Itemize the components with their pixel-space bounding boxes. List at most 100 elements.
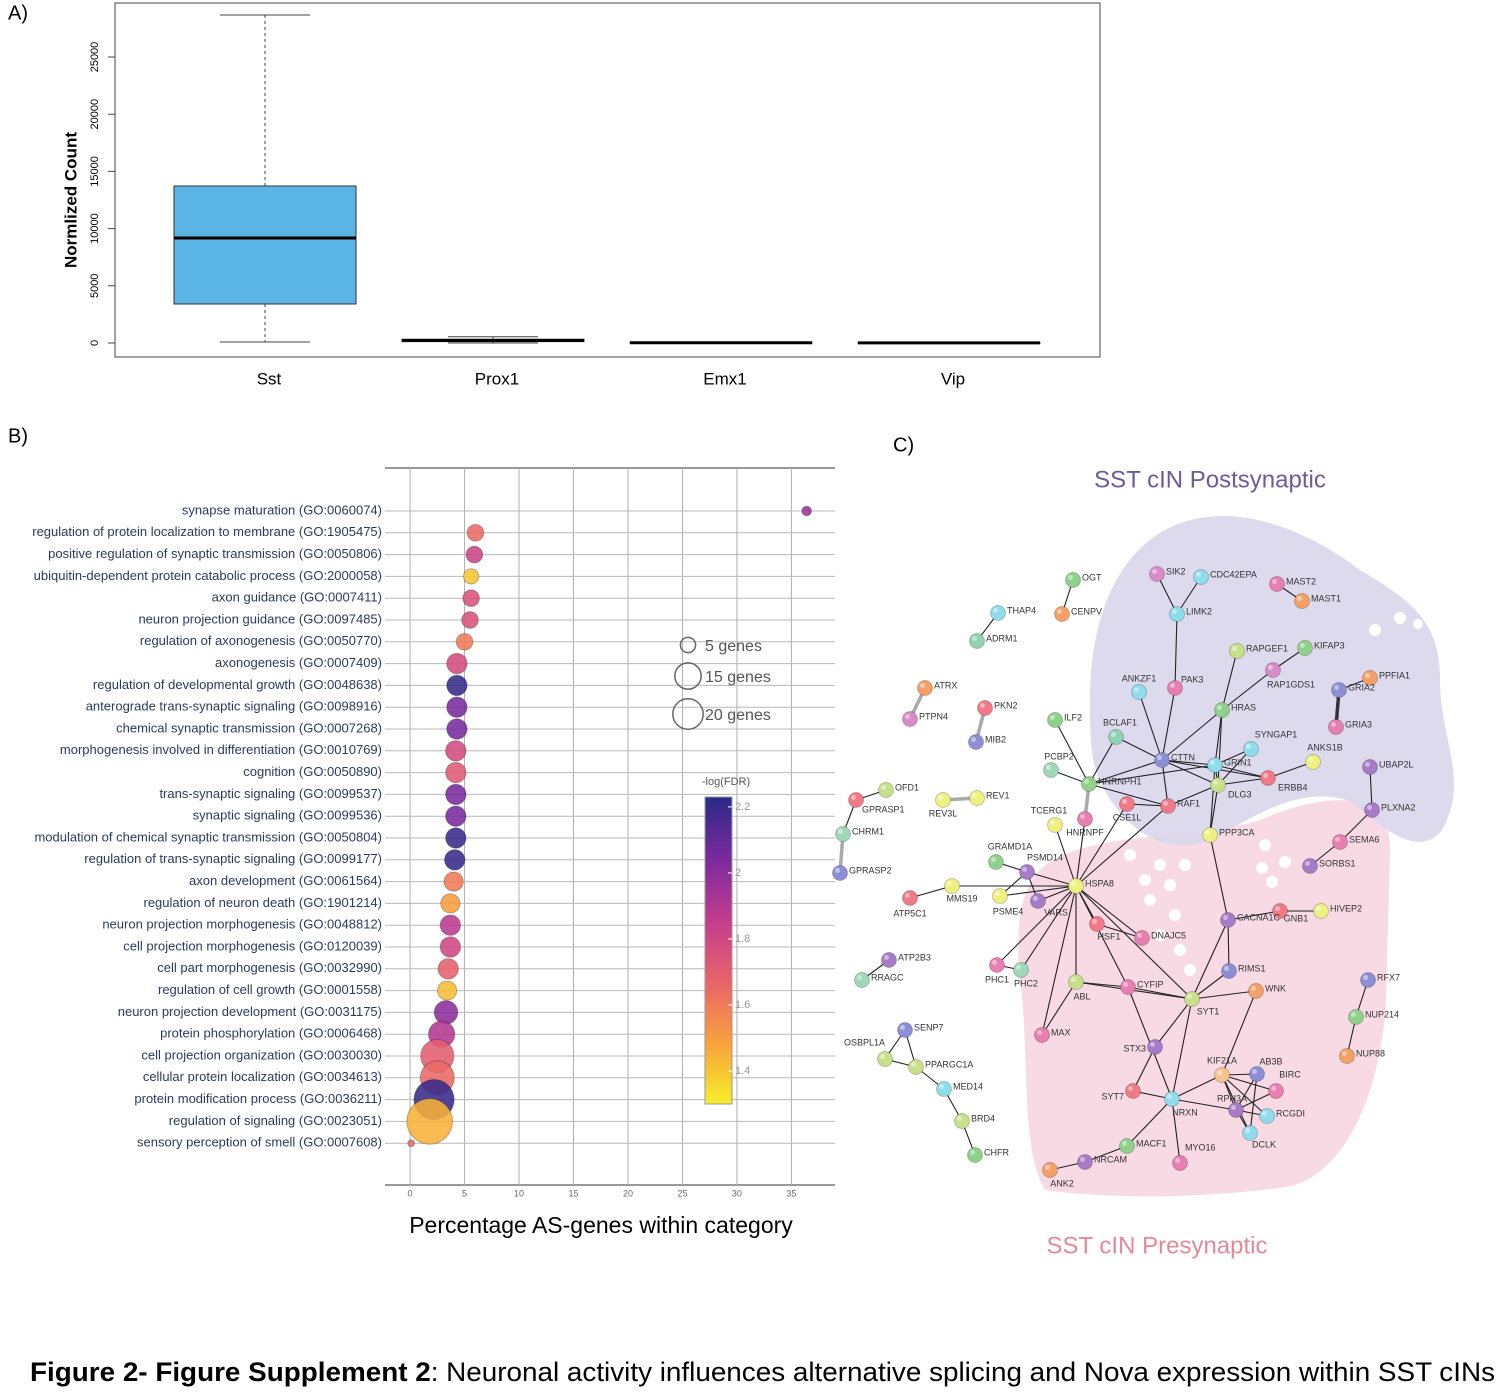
node-shine: [1037, 1030, 1042, 1035]
x-tick-label: 15: [568, 1188, 578, 1198]
node-label: CACNA1C: [1237, 912, 1281, 922]
node-shine: [1262, 1111, 1267, 1116]
node-shine: [1084, 779, 1089, 784]
node-label: TCERG1: [1031, 805, 1068, 815]
y-tick-label: axon guidance (GO:0007411): [212, 590, 382, 605]
node-shine: [972, 636, 977, 641]
node: [1268, 1083, 1284, 1099]
node-shine: [1050, 820, 1055, 825]
edge: [1221, 990, 1257, 1076]
node-label: ANK2: [1050, 1178, 1074, 1188]
node-shine: [947, 881, 952, 886]
node: [1172, 1155, 1188, 1171]
node: [1013, 962, 1029, 978]
size-legend-label: 5 genes: [705, 638, 762, 655]
y-tick-label: cell projection morphogenesis (GO:012003…: [123, 938, 382, 953]
bubble: [446, 696, 468, 718]
size-legend-label: 20 genes: [705, 707, 771, 724]
caption-bold: Figure 2- Figure Supplement 2: [30, 1357, 431, 1387]
node-shine: [1272, 579, 1277, 584]
panel-label: B): [8, 425, 28, 447]
edge: [1221, 669, 1274, 711]
edge: [1115, 736, 1163, 761]
node: [1242, 1125, 1258, 1141]
node-label: HNRNPF: [1066, 827, 1104, 837]
node: [1125, 1083, 1141, 1099]
node-label: MMS19: [946, 893, 977, 903]
node: [1047, 817, 1063, 833]
node-label: CENPV: [1071, 606, 1102, 616]
node-shine: [1275, 906, 1280, 911]
edge: [1138, 691, 1163, 761]
node-shine: [1057, 609, 1062, 614]
node-shine: [1123, 982, 1128, 987]
node-label: PPARGC1A: [925, 1059, 973, 1069]
node: [1332, 834, 1348, 850]
y-tick-label: protein modification process (GO:0036211…: [134, 1091, 382, 1106]
node-label: DLG3: [1228, 789, 1252, 799]
node-label: PKN2: [994, 700, 1018, 710]
panel-label: A): [8, 2, 28, 24]
node-shine: [1246, 744, 1251, 749]
node-shine: [857, 975, 862, 980]
edge: [1088, 759, 1163, 785]
node: [1360, 972, 1376, 988]
edge: [999, 885, 1077, 897]
node-label: RFX7: [1377, 972, 1400, 982]
node: [1167, 680, 1183, 696]
edge: [1161, 759, 1169, 807]
bubble: [436, 980, 458, 1001]
node-label: MAX: [1051, 1027, 1071, 1037]
region-title: SST cIN Postsynaptic: [1094, 466, 1326, 493]
node-label: PSME4: [993, 906, 1024, 916]
node: [935, 792, 951, 808]
node-label: ATP2B3: [898, 952, 931, 962]
node-shine: [1071, 881, 1076, 886]
y-tick-label: morphogenesis involved in differentiatio…: [60, 742, 382, 757]
node: [1269, 576, 1285, 592]
node-shine: [938, 795, 943, 800]
node-label: WNK: [1265, 983, 1286, 993]
node-label: NRCAM: [1094, 1154, 1127, 1164]
node-shine: [1335, 837, 1340, 842]
node-label: CDC42EPA: [1210, 569, 1257, 579]
edge: [1088, 764, 1216, 785]
y-tick-label: positive regulation of synaptic transmis…: [48, 546, 382, 561]
node: [1089, 916, 1105, 932]
node-shine: [1271, 1086, 1276, 1091]
node: [848, 792, 864, 808]
edge: [1217, 777, 1269, 786]
node: [1164, 1091, 1180, 1107]
edge: [996, 885, 1077, 966]
edge: [1191, 970, 1230, 1000]
node-shine: [1187, 994, 1192, 999]
node-label: MACF1: [1136, 1138, 1167, 1148]
node-shine: [1223, 915, 1228, 920]
bubble: [444, 849, 466, 871]
node-shine: [1342, 1051, 1347, 1056]
node: [897, 1022, 913, 1038]
size-legend-mark: [672, 698, 704, 730]
y-tick-label: 25000: [89, 42, 101, 73]
node: [1042, 1162, 1058, 1178]
node: [1081, 776, 1097, 792]
node-shine: [1016, 965, 1021, 970]
edge: [1054, 719, 1090, 785]
node: [1362, 759, 1378, 775]
node: [1265, 662, 1281, 678]
node-label: RRAGC: [871, 972, 904, 982]
node-shine: [900, 1025, 905, 1030]
node-label: CTTN: [1171, 752, 1195, 762]
node-shine: [1231, 1105, 1236, 1110]
node-shine: [1316, 906, 1321, 911]
node-shine: [1217, 1070, 1222, 1075]
edge: [1075, 981, 1129, 988]
y-tick-label: trans-synaptic signaling (GO:0099537): [159, 786, 382, 801]
node-shine: [1022, 867, 1027, 872]
node: [1221, 963, 1237, 979]
edge: [1191, 990, 1257, 1000]
x-tick-label: 5: [462, 1188, 467, 1198]
node-shine: [1163, 801, 1168, 806]
node-shine: [1331, 722, 1336, 727]
node-shine: [1033, 896, 1038, 901]
